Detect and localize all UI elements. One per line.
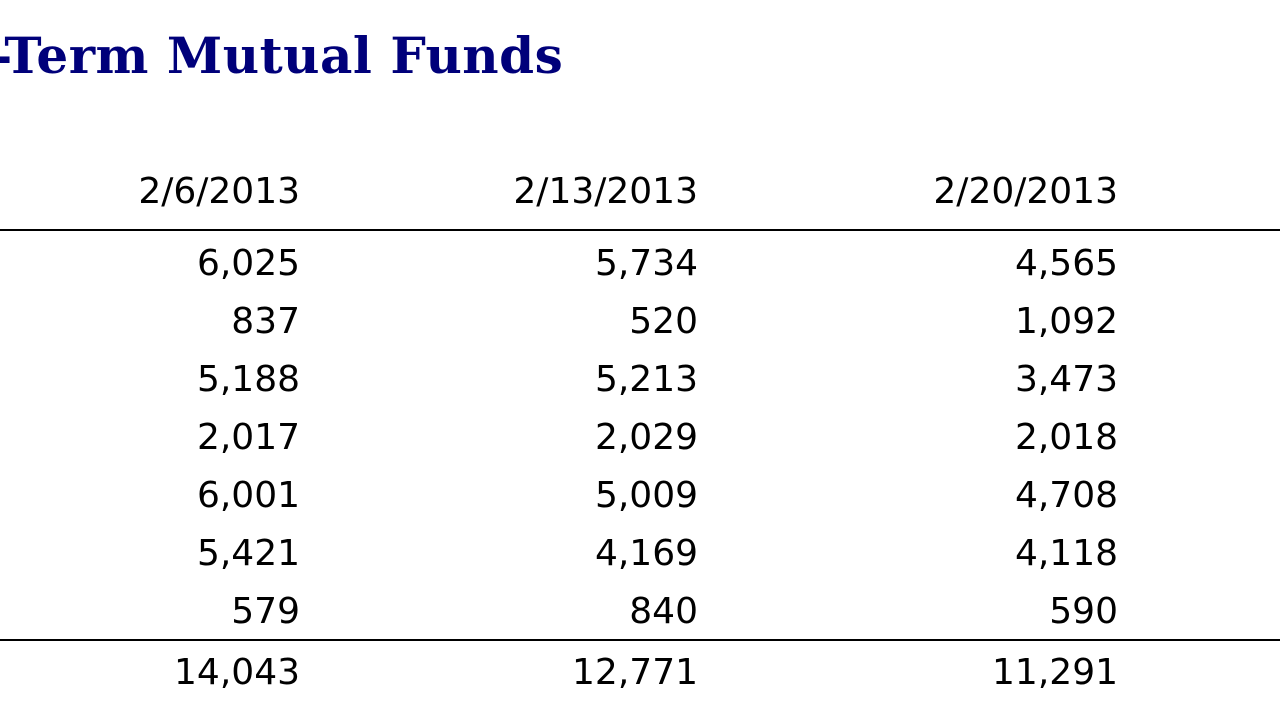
table-cell: 1,092 — [1014, 301, 1118, 342]
table-cell: 6,001 — [196, 475, 300, 516]
table-title: g-Term Mutual Funds — [0, 26, 564, 85]
table-cell: 2,018 — [1014, 417, 1118, 458]
table-cell: 5,213 — [594, 359, 698, 400]
total-cell: 11,291 — [992, 652, 1118, 693]
table-cell: 520 — [629, 301, 698, 342]
table-cell: 5,734 — [594, 243, 698, 284]
table-cell: 4,565 — [1014, 243, 1118, 284]
table-cell: 579 — [231, 591, 300, 632]
total-cell: 14,043 — [174, 652, 300, 693]
table-cell: 5,009 — [594, 475, 698, 516]
column-header: 2/13/2013 — [513, 171, 698, 212]
table-cell: 6,025 — [196, 243, 300, 284]
table-cell: 4,118 — [1014, 533, 1118, 574]
table-cell: 3,473 — [1014, 359, 1118, 400]
table-cell: 5,188 — [196, 359, 300, 400]
total-divider — [0, 639, 1280, 641]
table-cell: 5,421 — [196, 533, 300, 574]
table-cell: 2,029 — [594, 417, 698, 458]
table-cell: 4,708 — [1014, 475, 1118, 516]
table-cell: 840 — [629, 591, 698, 632]
total-cell: 12,771 — [572, 652, 698, 693]
column-header: 2/6/2013 — [138, 171, 300, 212]
table-cell: 590 — [1049, 591, 1118, 632]
table-cell: 2,017 — [196, 417, 300, 458]
table-cell: 837 — [231, 301, 300, 342]
table-cell: 4,169 — [594, 533, 698, 574]
column-header: 2/20/2013 — [933, 171, 1118, 212]
header-divider — [0, 229, 1280, 231]
